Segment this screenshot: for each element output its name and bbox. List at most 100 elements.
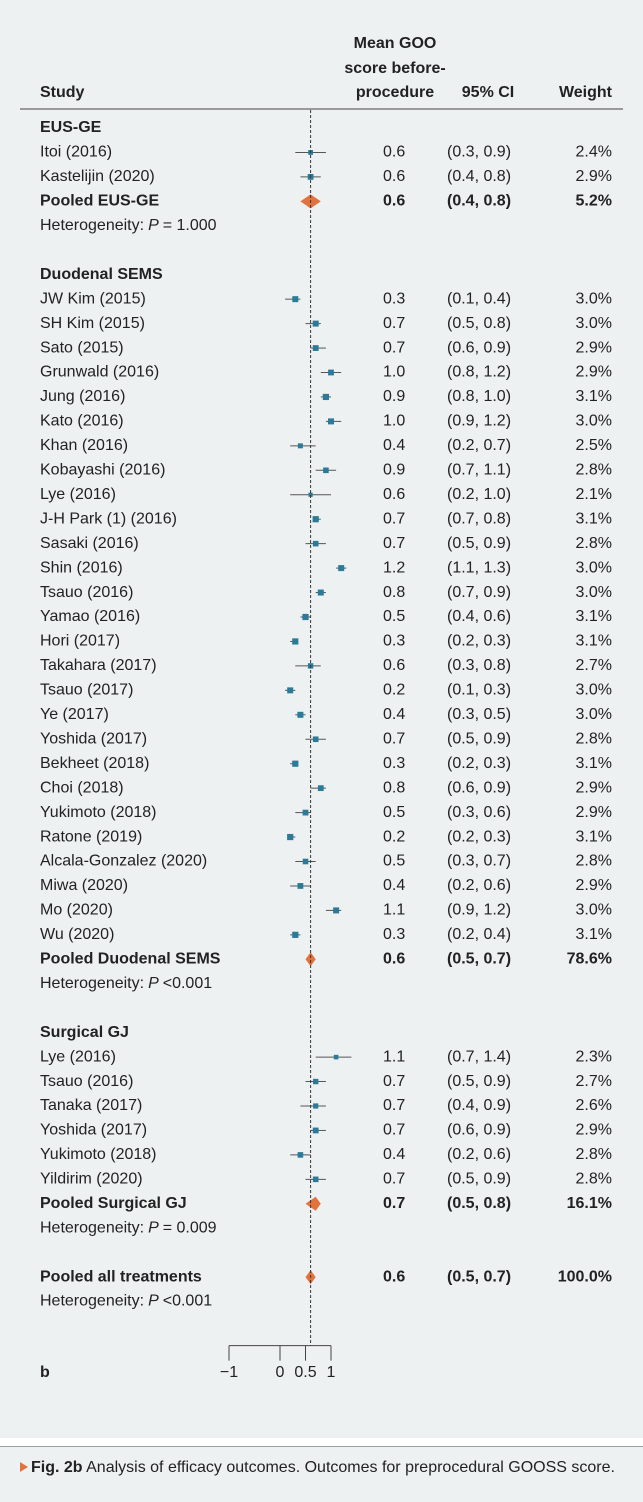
ci-label: (0.2, 0.3) [447,633,511,650]
heterogeneity-result: <0.001 [163,975,212,992]
weight-label: 2.8% [576,1171,612,1188]
weight-label: 16.1% [567,1195,612,1212]
study-name: Itoi (2016) [40,144,112,161]
x-tick-label: 0 [276,1364,285,1381]
study-name: Pooled EUS-GE [40,193,159,210]
study-marker [328,369,334,376]
study-name: Tsauo (2017) [40,682,133,699]
mean-label: 0.7 [383,1097,405,1114]
mean-label: 0.7 [383,730,405,747]
ci-label: (0.6, 0.9) [447,1122,511,1139]
ci-label: (0.3, 0.8) [447,657,511,674]
study-marker [302,809,309,816]
weight-label: 3.0% [576,559,612,576]
mean-label: 0.4 [383,1146,405,1163]
weight-label: 2.7% [576,1073,612,1090]
study-name: Hori (2017) [40,633,120,650]
study-marker [297,1152,304,1158]
ci-label: (0.3, 0.7) [447,853,511,870]
ci-label: (0.3, 0.9) [447,144,511,161]
mean-label: 0.7 [383,339,405,356]
study-marker [313,1103,319,1109]
study-marker [297,443,303,449]
study-marker [292,638,299,645]
ci-label: (0.4, 0.8) [447,168,511,185]
ci-label: (0.2, 0.6) [447,1146,511,1163]
mean-label: 0.6 [383,144,405,161]
study-name: Khan (2016) [40,437,128,454]
ci-label: (0.9, 1.2) [447,902,511,919]
study-marker [313,1078,319,1085]
mean-label: 0.5 [383,608,405,625]
study-name: Yoshida (2017) [40,730,147,747]
header-study: Study [40,84,85,101]
study-name: Kato (2016) [40,413,124,430]
mean-label: 1.0 [383,413,405,430]
weight-label: 2.8% [576,730,612,747]
study-name: Pooled Surgical GJ [40,1195,187,1212]
weight-label: 100.0% [558,1268,612,1285]
ci-label: (0.8, 1.0) [447,388,511,405]
weight-label: 5.2% [576,193,612,210]
heterogeneity-stat: P [148,1219,159,1236]
study-name: Tanaka (2017) [40,1097,142,1114]
ci-label: (0.5, 0.7) [447,951,511,968]
study-name: Jung (2016) [40,388,125,405]
heterogeneity: Heterogeneity: P <0.001 [40,975,212,992]
ci-label: (0.9, 1.2) [447,413,511,430]
mean-label: 0.8 [383,584,405,601]
study-marker [333,907,340,914]
mean-label: 0.6 [383,193,405,210]
x-tick-label: 0.5 [294,1364,316,1381]
study-name: Yoshida (2017) [40,1122,147,1139]
study-marker [302,858,309,865]
heterogeneity-label: Heterogeneity: [40,1219,144,1236]
study-marker [312,540,319,547]
study-name: Yamao (2016) [40,608,140,625]
study-marker [287,833,294,841]
mean-label: 0.4 [383,437,405,454]
ci-label: (0.5, 0.8) [447,315,511,332]
caption: Fig. 2b Analysis of efficacy outcomes. O… [0,1446,643,1502]
caption-label: Fig. 2b [31,1459,83,1476]
ci-label: (0.2, 0.3) [447,828,511,845]
ci-label: (0.1, 0.3) [447,682,511,699]
group-name: Surgical GJ [40,1024,129,1041]
weight-label: 2.9% [576,168,612,185]
ci-label: (0.3, 0.6) [447,804,511,821]
mean-label: 0.7 [383,1171,405,1188]
mean-label: 0.7 [383,315,405,332]
study-marker [292,931,299,938]
mean-label: 0.6 [383,1268,405,1285]
mean-label: 0.6 [383,168,405,185]
weight-label: 3.0% [576,682,612,699]
study-marker [312,320,319,327]
study-marker [312,1176,319,1183]
mean-label: 0.2 [383,828,405,845]
ci-label: (0.2, 1.0) [447,486,511,503]
study-name: Kastelijin (2020) [40,168,155,185]
weight-label: 78.6% [567,951,612,968]
weight-label: 2.5% [576,437,612,454]
ci-label: (0.1, 0.4) [447,290,511,307]
mean-label: 0.9 [383,388,405,405]
weight-label: 3.0% [576,902,612,919]
weight-label: 2.6% [576,1097,612,1114]
ci-label: (1.1, 1.3) [447,559,511,576]
study-marker [328,418,334,425]
study-name: Ratone (2019) [40,828,142,845]
study-name: Mo (2020) [40,902,113,919]
study-name: Kobayashi (2016) [40,462,165,479]
study-marker [317,785,324,792]
weight-label: 2.9% [576,1122,612,1139]
ci-label: (0.4, 0.8) [447,193,511,210]
study-name: Pooled all treatments [40,1268,202,1285]
mean-label: 0.7 [383,1073,405,1090]
weight-label: 2.9% [576,779,612,796]
mean-label: 0.5 [383,853,405,870]
group-name: EUS-GE [40,119,102,136]
study-name: Yukimoto (2018) [40,1146,157,1163]
caption-arrow [20,1462,28,1472]
weight-label: 2.1% [576,486,612,503]
mean-label: 0.4 [383,706,405,723]
